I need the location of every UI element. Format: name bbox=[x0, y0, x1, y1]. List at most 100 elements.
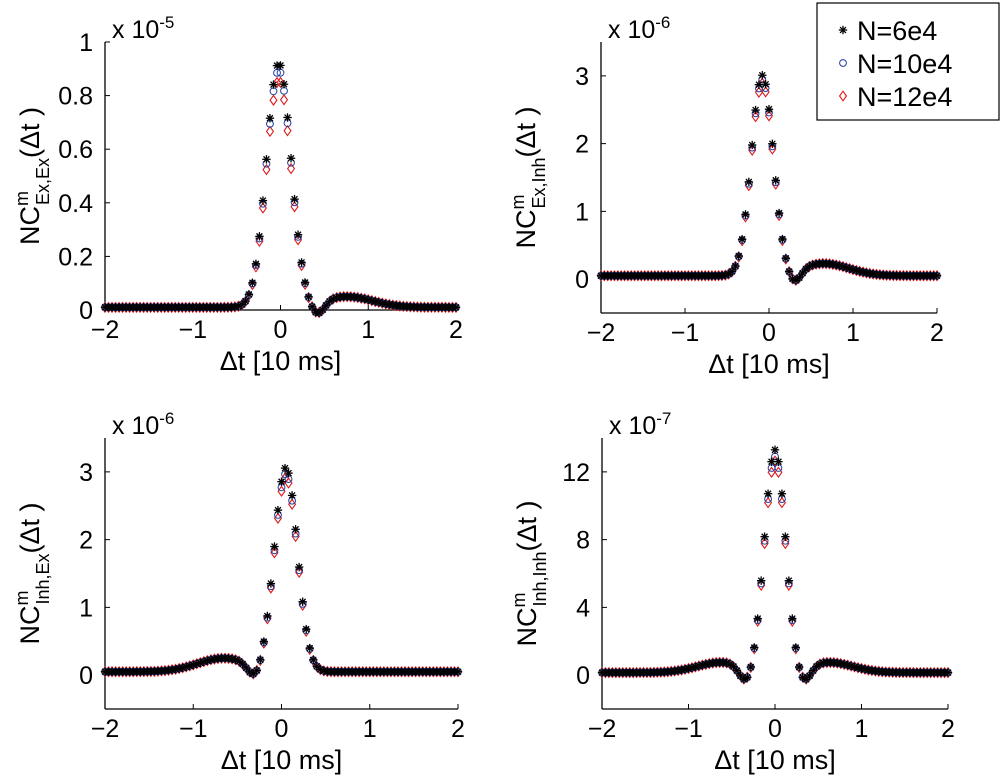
data-point bbox=[774, 466, 783, 478]
axis-multiplier: x 10-6 bbox=[608, 13, 670, 44]
data-point bbox=[781, 253, 790, 265]
data-point bbox=[263, 611, 272, 621]
x-tick-label: 2 bbox=[930, 319, 944, 347]
data-point bbox=[263, 613, 272, 625]
data-point bbox=[270, 542, 279, 551]
data-point bbox=[286, 162, 296, 175]
legend-marker-circle bbox=[839, 59, 847, 67]
data-point bbox=[737, 235, 747, 244]
data-point bbox=[734, 251, 743, 261]
data-point bbox=[277, 477, 286, 486]
data-point bbox=[770, 445, 780, 455]
data-point bbox=[283, 125, 292, 137]
data-point bbox=[269, 80, 278, 89]
data-point bbox=[291, 530, 300, 543]
data-point bbox=[788, 615, 797, 628]
series-N=6e4 bbox=[596, 71, 942, 285]
data-point bbox=[252, 666, 261, 675]
x-tick-label: 0 bbox=[274, 316, 288, 344]
data-point bbox=[302, 624, 311, 634]
y-tick-label: 0 bbox=[575, 266, 589, 294]
legend-label: N=10e4 bbox=[857, 49, 952, 79]
data-point bbox=[784, 576, 794, 585]
y-tick-label: 1 bbox=[79, 594, 93, 622]
data-point bbox=[305, 643, 314, 653]
data-point bbox=[244, 290, 254, 299]
data-point bbox=[760, 532, 769, 541]
data-point bbox=[295, 566, 304, 579]
data-point bbox=[298, 597, 307, 606]
data-point bbox=[774, 208, 784, 218]
data-point bbox=[750, 643, 759, 652]
data-point bbox=[784, 267, 794, 276]
data-point bbox=[764, 496, 773, 509]
data-point bbox=[763, 489, 773, 498]
data-point bbox=[248, 278, 257, 287]
axis-multiplier: x 10-5 bbox=[112, 13, 174, 44]
y-tick-label: 1 bbox=[575, 198, 589, 226]
data-point bbox=[756, 576, 766, 585]
y-tick-label: 12 bbox=[562, 459, 590, 487]
legend-label: N=6e4 bbox=[857, 16, 937, 46]
data-point bbox=[753, 615, 762, 628]
data-point bbox=[744, 177, 754, 187]
data-point bbox=[290, 200, 299, 213]
data-point bbox=[761, 80, 770, 89]
data-point bbox=[751, 105, 760, 115]
legend-label: N=12e4 bbox=[857, 82, 952, 112]
x-tick-label: −1 bbox=[178, 316, 207, 344]
x-tick-label: −1 bbox=[671, 319, 700, 347]
data-point bbox=[795, 662, 804, 672]
data-point bbox=[288, 498, 297, 510]
data-point bbox=[286, 154, 296, 163]
x-tick-label: −2 bbox=[91, 316, 120, 344]
series-N=12e4 bbox=[100, 472, 463, 680]
y-tick-label: 2 bbox=[575, 131, 589, 159]
series-N=12e4 bbox=[597, 455, 953, 685]
data-point bbox=[932, 271, 942, 280]
panel-bottom-left: −2 −1 0 1 2 0 1 2 3 x 10-6 Δt [10 ms] NCmInh,Ex(Δt … bbox=[12, 409, 465, 775]
series-N=10e4 bbox=[101, 470, 462, 678]
y-tick-label: 4 bbox=[576, 594, 590, 622]
series-N=10e4 bbox=[101, 68, 460, 317]
data-point bbox=[764, 104, 774, 114]
series-N=6e4 bbox=[100, 463, 463, 679]
data-point bbox=[727, 267, 737, 276]
data-point bbox=[815, 659, 825, 669]
data-point bbox=[453, 667, 463, 676]
data-point bbox=[269, 94, 278, 106]
data-point bbox=[754, 80, 764, 89]
data-point bbox=[279, 79, 289, 89]
x-tick-label: 0 bbox=[275, 715, 289, 743]
data-point bbox=[280, 463, 290, 473]
x-tick-label: −1 bbox=[179, 715, 208, 743]
data-point bbox=[270, 547, 279, 559]
data-point bbox=[777, 489, 787, 498]
y-axis-label: NCmEx,Inh(Δt ) bbox=[508, 106, 549, 248]
data-point bbox=[284, 468, 293, 478]
data-point bbox=[746, 662, 755, 672]
data-point bbox=[259, 637, 269, 646]
data-point bbox=[778, 234, 787, 244]
data-point bbox=[273, 512, 283, 524]
x-axis-label: Δt [10 ms] bbox=[708, 349, 830, 379]
y-tick-label: 0.8 bbox=[58, 83, 93, 111]
y-axis-label: NCmInh,Ex(Δt ) bbox=[12, 502, 53, 644]
legend-marker-star bbox=[838, 25, 848, 35]
data-point bbox=[256, 654, 265, 667]
data-point bbox=[309, 655, 318, 665]
x-tick-label: 0 bbox=[768, 715, 782, 743]
data-point bbox=[781, 532, 790, 541]
data-point bbox=[771, 176, 780, 185]
data-point bbox=[273, 505, 283, 515]
data-point bbox=[304, 291, 313, 304]
data-point bbox=[241, 295, 250, 308]
y-tick-label: 2 bbox=[79, 527, 93, 555]
data-point bbox=[255, 232, 264, 241]
data-point bbox=[256, 655, 265, 664]
data-point bbox=[451, 303, 461, 312]
x-tick-label: 1 bbox=[361, 316, 375, 344]
x-tick-label: 1 bbox=[363, 715, 377, 743]
